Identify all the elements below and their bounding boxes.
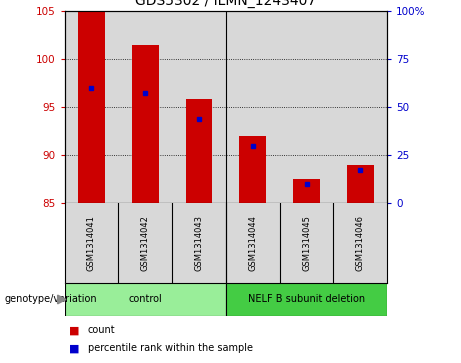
Text: NELF B subunit deletion: NELF B subunit deletion [248,294,365,305]
Text: genotype/variation: genotype/variation [5,294,97,305]
Bar [65,283,226,316]
Bar [185,99,213,203]
Bar [226,283,387,316]
Text: count: count [88,325,115,335]
Title: GDS5302 / ILMN_1243407: GDS5302 / ILMN_1243407 [136,0,316,8]
Text: percentile rank within the sample: percentile rank within the sample [88,343,253,354]
Bar [132,45,159,203]
Text: GSM1314043: GSM1314043 [195,215,203,271]
Text: GSM1314044: GSM1314044 [248,215,257,271]
Text: GSM1314045: GSM1314045 [302,215,311,271]
Text: GSM1314041: GSM1314041 [87,215,96,271]
Bar [78,11,105,203]
Text: GSM1314046: GSM1314046 [356,215,365,271]
Bar [239,136,266,203]
Text: ■: ■ [69,343,80,354]
Bar [347,165,374,203]
Text: GSM1314042: GSM1314042 [141,215,150,271]
Bar [293,179,320,203]
Text: control: control [128,294,162,305]
Text: ■: ■ [69,325,80,335]
